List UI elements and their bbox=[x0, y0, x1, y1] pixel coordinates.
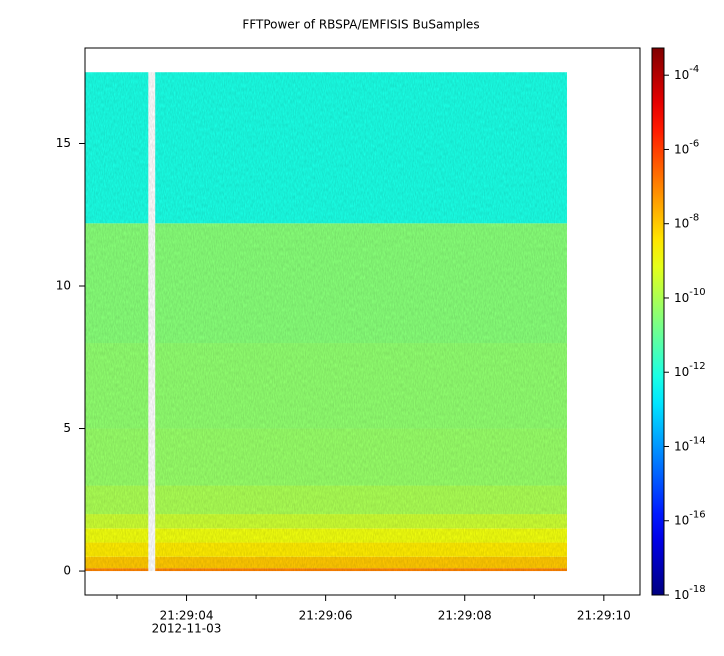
texture bbox=[85, 72, 567, 572]
colorbar-tick-label: 10-16 bbox=[674, 510, 706, 528]
x-tick-label: 21:29:10 bbox=[577, 609, 631, 623]
x-date-label: 2012-11-03 bbox=[152, 622, 222, 636]
y-tick-label: 5 bbox=[63, 421, 71, 435]
colorbar bbox=[652, 48, 664, 595]
colorbar-tick-label: 10-6 bbox=[674, 138, 699, 156]
colorbar-tick-label: 10-12 bbox=[674, 361, 706, 379]
x-tick-label: 21:29:06 bbox=[299, 609, 353, 623]
colorbar-tick-label: 10-4 bbox=[674, 64, 699, 82]
y-tick-label: 0 bbox=[63, 564, 71, 578]
plot-frame bbox=[84, 47, 641, 596]
spectrogram-cells bbox=[85, 72, 567, 572]
colorbar-tick-label: 10-18 bbox=[674, 584, 706, 602]
colorbar-tick-label: 10-10 bbox=[674, 287, 706, 305]
colorbar-frame bbox=[651, 47, 665, 596]
colorbar-tick-label: 10-8 bbox=[674, 213, 699, 231]
chart-title: FFTPower of RBSPA/EMFISIS BuSamples bbox=[242, 18, 479, 32]
x-tick-label: 21:29:08 bbox=[438, 609, 492, 623]
y-tick-label: 10 bbox=[56, 279, 71, 293]
colorbar-tick-label: 10-14 bbox=[674, 435, 706, 453]
y-tick-label: 15 bbox=[56, 136, 71, 150]
x-tick-label: 21:29:04 bbox=[160, 609, 214, 623]
